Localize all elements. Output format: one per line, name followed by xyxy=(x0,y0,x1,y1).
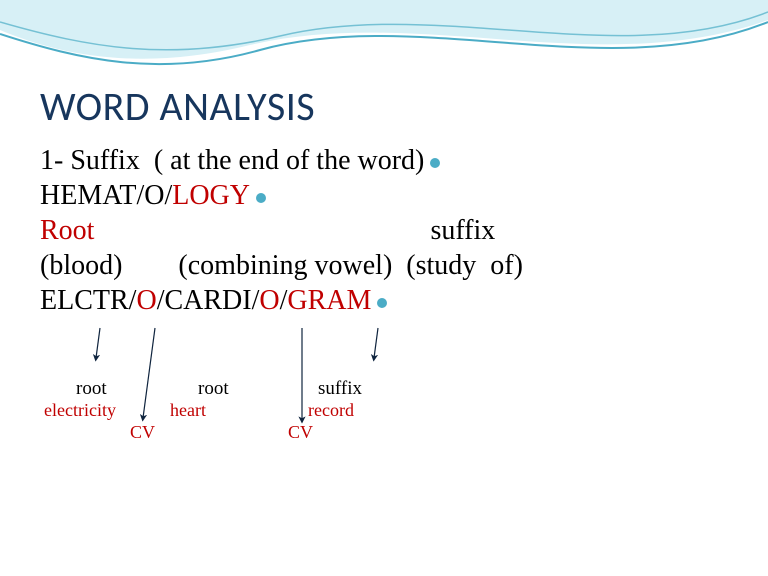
segment: suffix xyxy=(430,215,495,246)
segment: Root xyxy=(40,215,430,246)
segment: /CARDI/ xyxy=(157,285,260,316)
body-line-4: ELCTR/O/CARDI/O/GRAM xyxy=(40,283,728,318)
body-line-2: Root suffix xyxy=(40,213,728,248)
small-label: CV xyxy=(130,422,155,443)
small-label: heart xyxy=(170,400,206,421)
segment: O xyxy=(259,285,279,316)
body-line-3: (blood) (combining vowel) (study of) xyxy=(40,248,728,283)
small-label: root xyxy=(76,378,107,400)
segment: HEMAT/O/ xyxy=(40,180,172,211)
bullet-icon xyxy=(256,193,266,203)
bullet-icon xyxy=(377,298,387,308)
small-label: root xyxy=(198,378,229,400)
small-label: suffix xyxy=(318,378,362,400)
slide-content: WORD ANALYSIS 1- Suffix ( at the end of … xyxy=(0,0,768,576)
small-label: electricity xyxy=(44,400,116,421)
small-label: record xyxy=(308,400,354,421)
segment: GRAM xyxy=(287,285,371,316)
segment: (blood) (combining vowel) (study of) xyxy=(40,250,523,281)
body-lines: 1- Suffix ( at the end of the word)HEMAT… xyxy=(40,143,728,318)
body-line-1: HEMAT/O/LOGY xyxy=(40,178,728,213)
body-line-0: 1- Suffix ( at the end of the word) xyxy=(40,143,728,178)
slide-title: WORD ANALYSIS xyxy=(40,82,728,131)
small-label: CV xyxy=(288,422,313,443)
segment: ELCTR/ xyxy=(40,285,136,316)
segment: 1- Suffix ( at the end of the word) xyxy=(40,145,424,176)
segment: LOGY xyxy=(172,180,250,211)
segment: O xyxy=(136,285,156,316)
bullet-icon xyxy=(430,158,440,168)
